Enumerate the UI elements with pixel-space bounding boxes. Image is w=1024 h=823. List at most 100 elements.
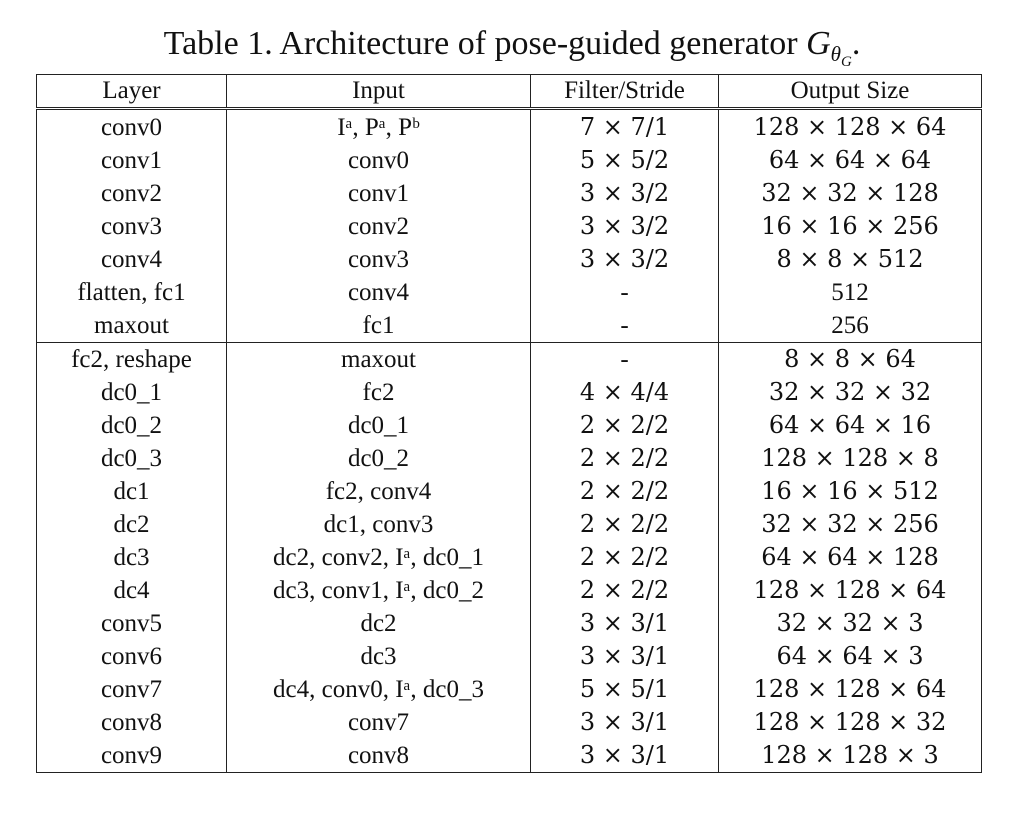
cell-output-size: 8 × 8 × 512 xyxy=(718,243,982,276)
table-row: maxout fc1-256 xyxy=(36,309,982,343)
cell-input: dc0_1 xyxy=(226,409,531,442)
table-header-row: Layer Input Filter/Stride Output Size xyxy=(36,74,982,109)
cell-output-size: 64 × 64 × 128 xyxy=(718,541,982,574)
caption-period: . xyxy=(851,25,861,62)
table-row: conv9 conv8 3 × 3/1 128 × 128 × 3 xyxy=(36,739,982,773)
cell-input: dc0_2 xyxy=(226,442,531,475)
cell-input: dc1, conv3 xyxy=(226,508,531,541)
cell-layer: dc3 xyxy=(36,541,227,574)
cell-layer: conv1 xyxy=(36,144,227,177)
cell-input: dc3 xyxy=(226,640,531,673)
cell-filter-stride: 2 × 2/2 xyxy=(530,508,719,541)
cell-filter-stride: 3 × 3/1 xyxy=(530,640,719,673)
cell-input: maxout xyxy=(226,342,531,376)
caption-subscript: θG xyxy=(830,42,852,70)
cell-filter-stride: 7 × 7/1 xyxy=(530,107,719,144)
cell-input: Iᵃ, Pᵃ, Pᵇ xyxy=(226,107,531,144)
cell-output-size: 64 × 64 × 3 xyxy=(718,640,982,673)
header-filter-stride: Filter/Stride xyxy=(530,74,719,109)
table-row: fc2, reshape maxout -8 × 8 × 64 xyxy=(36,342,982,376)
cell-layer: maxout xyxy=(36,309,227,343)
cell-filter-stride: 3 × 3/2 xyxy=(530,210,719,243)
cell-filter-stride: 5 × 5/2 xyxy=(530,144,719,177)
cell-input: dc2 xyxy=(226,607,531,640)
cell-filter-stride: 2 × 2/2 xyxy=(530,574,719,607)
cell-filter-stride: - xyxy=(530,276,719,309)
table-row: conv1 conv0 5 × 5/2 64 × 64 × 64 xyxy=(36,144,982,177)
cell-layer: fc2, reshape xyxy=(36,342,227,376)
cell-layer: dc0_3 xyxy=(36,442,227,475)
caption-text: Table 1. Architecture of pose-guided gen… xyxy=(163,25,807,62)
cell-layer: conv7 xyxy=(36,673,227,706)
cell-filter-stride: - xyxy=(530,309,719,343)
cell-layer: dc0_1 xyxy=(36,376,227,409)
cell-filter-stride: 5 × 5/1 xyxy=(530,673,719,706)
cell-filter-stride: 2 × 2/2 xyxy=(530,475,719,508)
cell-filter-stride: 3 × 3/1 xyxy=(530,607,719,640)
table-row: conv0 Iᵃ, Pᵃ, Pᵇ 7 × 7/1 128 × 128 × 64 xyxy=(36,107,982,144)
cell-output-size: 16 × 16 × 256 xyxy=(718,210,982,243)
cell-filter-stride: - xyxy=(530,342,719,376)
cell-output-size: 512 xyxy=(718,276,982,309)
cell-layer: conv4 xyxy=(36,243,227,276)
cell-layer: conv6 xyxy=(36,640,227,673)
cell-filter-stride: 3 × 3/2 xyxy=(530,177,719,210)
cell-input: conv8 xyxy=(226,739,531,773)
cell-layer: conv2 xyxy=(36,177,227,210)
cell-layer: dc2 xyxy=(36,508,227,541)
cell-input: fc1 xyxy=(226,309,531,343)
table-row: dc0_1 fc2 4 × 4/4 32 × 32 × 32 xyxy=(36,376,982,409)
table-row: dc3 dc2, conv2, Iᵃ, dc0_1 2 × 2/2 64 × 64 ×… xyxy=(36,541,982,574)
cell-layer: dc1 xyxy=(36,475,227,508)
cell-output-size: 128 × 128 × 32 xyxy=(718,706,982,739)
cell-input: conv0 xyxy=(226,144,531,177)
cell-output-size: 128 × 128 × 64 xyxy=(718,673,982,706)
table-row: conv5 dc2 3 × 3/1 32 × 32 × 3 xyxy=(36,607,982,640)
cell-filter-stride: 3 × 3/2 xyxy=(530,243,719,276)
cell-layer: conv8 xyxy=(36,706,227,739)
cell-filter-stride: 2 × 2/2 xyxy=(530,541,719,574)
cell-output-size: 128 × 128 × 8 xyxy=(718,442,982,475)
cell-input: dc4, conv0, Iᵃ, dc0_3 xyxy=(226,673,531,706)
table-caption: Table 1. Architecture of pose-guided gen… xyxy=(0,22,1024,70)
cell-output-size: 16 × 16 × 512 xyxy=(718,475,982,508)
cell-output-size: 32 × 32 × 256 xyxy=(718,508,982,541)
cell-filter-stride: 3 × 3/1 xyxy=(530,706,719,739)
cell-output-size: 256 xyxy=(718,309,982,343)
table-row: flatten, fc1 conv4-512 xyxy=(36,276,982,309)
cell-input: dc3, conv1, Iᵃ, dc0_2 xyxy=(226,574,531,607)
cell-input: conv7 xyxy=(226,706,531,739)
cell-layer: dc0_2 xyxy=(36,409,227,442)
table-row: dc1 fc2, conv4 2 × 2/2 16 × 16 × 512 xyxy=(36,475,982,508)
table-row: dc4 dc3, conv1, Iᵃ, dc0_2 2 × 2/2 128 × 128… xyxy=(36,574,982,607)
table-row: dc0_2 dc0_1 2 × 2/2 64 × 64 × 16 xyxy=(36,409,982,442)
cell-input: conv3 xyxy=(226,243,531,276)
cell-input: conv4 xyxy=(226,276,531,309)
header-input: Input xyxy=(226,74,531,109)
table-row: dc0_3 dc0_2 2 × 2/2 128 × 128 × 8 xyxy=(36,442,982,475)
cell-input: conv2 xyxy=(226,210,531,243)
cell-output-size: 8 × 8 × 64 xyxy=(718,342,982,376)
cell-layer: dc4 xyxy=(36,574,227,607)
table-row: conv2 conv1 3 × 3/2 32 × 32 × 128 xyxy=(36,177,982,210)
architecture-table: Layer Input Filter/Stride Output Size co… xyxy=(36,74,982,773)
cell-layer: conv3 xyxy=(36,210,227,243)
cell-output-size: 128 × 128 × 3 xyxy=(718,739,982,773)
cell-layer: flatten, fc1 xyxy=(36,276,227,309)
cell-input: fc2, conv4 xyxy=(226,475,531,508)
cell-filter-stride: 4 × 4/4 xyxy=(530,376,719,409)
table-body: conv0 Iᵃ, Pᵃ, Pᵇ 7 × 7/1 128 × 128 × 64 conv… xyxy=(36,107,982,773)
cell-filter-stride: 2 × 2/2 xyxy=(530,442,719,475)
caption-generator-symbol: G xyxy=(806,25,831,62)
cell-output-size: 64 × 64 × 16 xyxy=(718,409,982,442)
cell-output-size: 32 × 32 × 32 xyxy=(718,376,982,409)
table-row: conv7 dc4, conv0, Iᵃ, dc0_3 5 × 5/1 128 × 1… xyxy=(36,673,982,706)
cell-layer: conv5 xyxy=(36,607,227,640)
cell-input: conv1 xyxy=(226,177,531,210)
cell-filter-stride: 3 × 3/1 xyxy=(530,739,719,773)
cell-layer: conv0 xyxy=(36,107,227,144)
caption-subscript-theta: θ xyxy=(830,42,841,66)
caption-subsubscript: G xyxy=(840,54,852,70)
cell-output-size: 128 × 128 × 64 xyxy=(718,107,982,144)
cell-output-size: 64 × 64 × 64 xyxy=(718,144,982,177)
